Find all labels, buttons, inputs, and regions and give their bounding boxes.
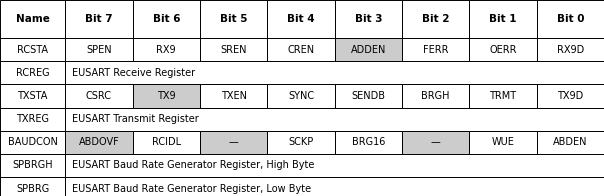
Text: TX9D: TX9D xyxy=(557,91,583,101)
Bar xyxy=(267,131,335,154)
Text: EUSART Baud Rate Generator Register, Low Byte: EUSART Baud Rate Generator Register, Low… xyxy=(72,183,312,194)
Text: EUSART Receive Register: EUSART Receive Register xyxy=(72,68,196,78)
Bar xyxy=(65,154,604,177)
Bar xyxy=(200,84,267,108)
Text: SREN: SREN xyxy=(220,45,247,55)
Bar xyxy=(200,38,267,61)
Text: BRGH: BRGH xyxy=(422,91,450,101)
Text: CSRC: CSRC xyxy=(86,91,112,101)
Bar xyxy=(65,108,604,131)
Text: EUSART Transmit Register: EUSART Transmit Register xyxy=(72,114,199,124)
Bar xyxy=(0,0,65,38)
Text: FERR: FERR xyxy=(423,45,448,55)
Bar xyxy=(65,38,133,61)
Bar xyxy=(536,38,604,61)
Text: RCIDL: RCIDL xyxy=(152,137,181,147)
Bar xyxy=(0,131,65,154)
Text: Bit 2: Bit 2 xyxy=(422,14,449,24)
Text: BAUDCON: BAUDCON xyxy=(8,137,57,147)
Bar xyxy=(0,38,65,61)
Bar xyxy=(65,84,133,108)
Text: SYNC: SYNC xyxy=(288,91,314,101)
Text: SPBRG: SPBRG xyxy=(16,183,50,194)
Text: SCKP: SCKP xyxy=(288,137,313,147)
Bar xyxy=(469,0,536,38)
Bar xyxy=(65,177,604,196)
Text: Bit 4: Bit 4 xyxy=(287,14,315,24)
Bar xyxy=(335,0,402,38)
Text: Bit 1: Bit 1 xyxy=(489,14,517,24)
Bar xyxy=(0,108,65,131)
Text: RCSTA: RCSTA xyxy=(17,45,48,55)
Bar xyxy=(469,131,536,154)
Text: Bit 3: Bit 3 xyxy=(355,14,382,24)
Text: ABDEN: ABDEN xyxy=(553,137,588,147)
Bar xyxy=(200,0,267,38)
Bar xyxy=(65,0,133,38)
Bar xyxy=(335,84,402,108)
Text: —: — xyxy=(431,137,440,147)
Bar xyxy=(402,38,469,61)
Text: RCREG: RCREG xyxy=(16,68,50,78)
Bar xyxy=(335,38,402,61)
Bar xyxy=(0,177,65,196)
Bar xyxy=(402,84,469,108)
Text: —: — xyxy=(229,137,239,147)
Bar xyxy=(65,131,133,154)
Bar xyxy=(267,84,335,108)
Bar xyxy=(133,131,200,154)
Text: BRG16: BRG16 xyxy=(352,137,385,147)
Bar xyxy=(267,0,335,38)
Text: OERR: OERR xyxy=(489,45,517,55)
Text: Name: Name xyxy=(16,14,50,24)
Bar xyxy=(536,0,604,38)
Bar xyxy=(0,61,65,84)
Text: RX9D: RX9D xyxy=(557,45,584,55)
Text: CREN: CREN xyxy=(288,45,315,55)
Text: TXEN: TXEN xyxy=(220,91,246,101)
Bar xyxy=(536,131,604,154)
Bar xyxy=(0,84,65,108)
Text: TRMT: TRMT xyxy=(489,91,516,101)
Text: SPEN: SPEN xyxy=(86,45,112,55)
Text: SENDB: SENDB xyxy=(352,91,385,101)
Bar xyxy=(0,154,65,177)
Text: WUE: WUE xyxy=(492,137,515,147)
Bar xyxy=(469,38,536,61)
Bar xyxy=(402,131,469,154)
Text: Bit 5: Bit 5 xyxy=(220,14,248,24)
Text: ABDOVF: ABDOVF xyxy=(79,137,119,147)
Bar xyxy=(65,61,604,84)
Text: TXREG: TXREG xyxy=(16,114,49,124)
Text: Bit 7: Bit 7 xyxy=(85,14,113,24)
Bar xyxy=(469,84,536,108)
Text: TXSTA: TXSTA xyxy=(18,91,48,101)
Bar xyxy=(267,38,335,61)
Text: EUSART Baud Rate Generator Register, High Byte: EUSART Baud Rate Generator Register, Hig… xyxy=(72,160,315,171)
Text: TX9: TX9 xyxy=(157,91,176,101)
Bar xyxy=(402,0,469,38)
Text: SPBRGH: SPBRGH xyxy=(12,160,53,171)
Bar xyxy=(200,131,267,154)
Bar xyxy=(133,38,200,61)
Text: Bit 0: Bit 0 xyxy=(556,14,584,24)
Bar xyxy=(133,0,200,38)
Text: ADDEN: ADDEN xyxy=(350,45,386,55)
Bar xyxy=(133,84,200,108)
Text: RX9: RX9 xyxy=(156,45,176,55)
Bar xyxy=(335,131,402,154)
Text: Bit 6: Bit 6 xyxy=(152,14,180,24)
Bar xyxy=(536,84,604,108)
